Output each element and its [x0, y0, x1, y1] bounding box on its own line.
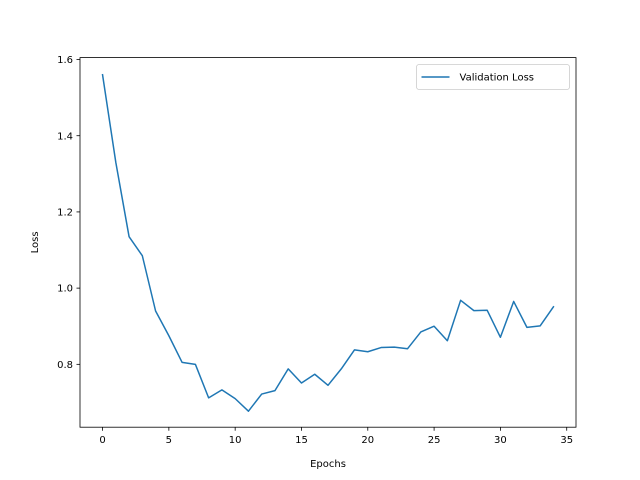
x-tick-label: 10 — [229, 435, 242, 446]
x-tick-label: 25 — [428, 435, 441, 446]
y-axis-label: Loss — [30, 231, 41, 253]
x-tick-label: 0 — [99, 435, 105, 446]
series-line-0 — [101, 73, 555, 412]
plot-frame — [79, 57, 577, 428]
x-tick-label: 15 — [295, 435, 308, 446]
y-tick-label: 1.6 — [57, 55, 73, 66]
y-axis-ticks: 0.8 1.0 1.2 1.4 1.6 — [57, 55, 80, 371]
x-tick-label: 30 — [494, 435, 507, 446]
legend: Validation Loss — [416, 64, 570, 90]
x-tick-label: 35 — [560, 435, 573, 446]
series-layer — [101, 73, 555, 412]
x-tick-label: 20 — [361, 435, 374, 446]
y-tick-label: 1.2 — [57, 208, 73, 219]
y-tick-label: 1.4 — [57, 131, 73, 142]
x-axis-label: Epochs — [310, 459, 346, 470]
x-tick-label: 5 — [166, 435, 172, 446]
legend-box — [416, 64, 570, 90]
y-tick-label: 1.0 — [57, 284, 73, 295]
y-tick-label: 0.8 — [57, 360, 73, 371]
legend-entry-label: Validation Loss — [460, 73, 535, 84]
x-axis-ticks: 0 5 10 15 20 25 30 35 — [99, 427, 573, 446]
